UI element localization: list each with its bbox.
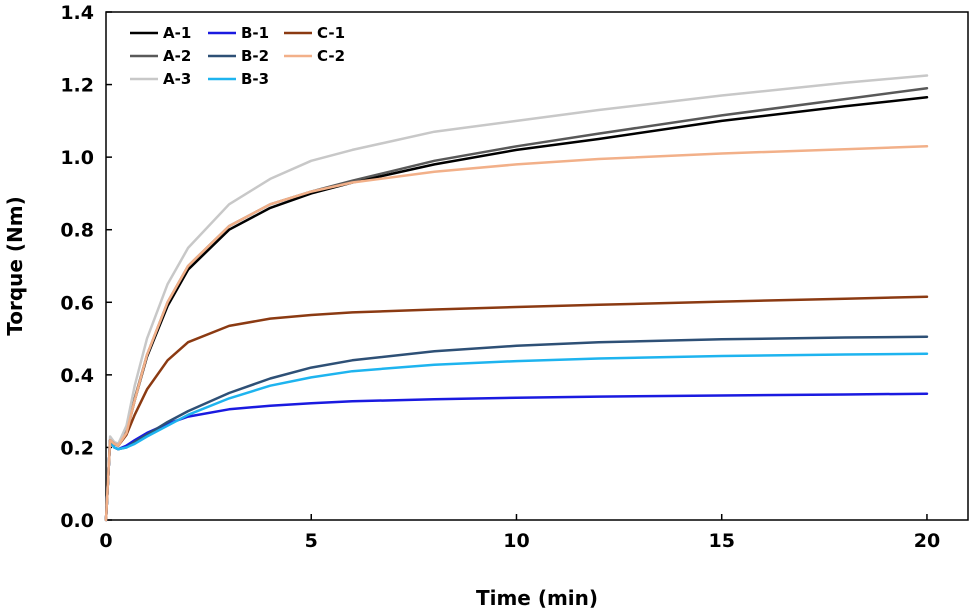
series-line-b-3 bbox=[104, 352, 929, 522]
series-line-a-1 bbox=[104, 96, 929, 522]
x-tick-label: 10 bbox=[503, 530, 529, 552]
series-line-a-3 bbox=[104, 74, 929, 522]
legend-label-a-3: A-3 bbox=[163, 70, 191, 88]
y-tick-label: 0.4 bbox=[60, 365, 94, 387]
x-tick-label: 20 bbox=[914, 530, 940, 552]
x-axis-title: Time (min) bbox=[476, 586, 598, 610]
y-tick-label: 1.4 bbox=[60, 2, 94, 24]
legend-label-b-2: B-2 bbox=[241, 47, 269, 65]
y-axis-title: Torque (Nm) bbox=[3, 196, 27, 336]
legend-label-a-1: A-1 bbox=[163, 24, 191, 42]
legend-label-a-2: A-2 bbox=[163, 47, 191, 65]
x-axis: 0 5 10 15 20 bbox=[99, 514, 940, 552]
legend-label-c-1: C-1 bbox=[317, 24, 345, 42]
legend-label-b-1: B-1 bbox=[241, 24, 269, 42]
series-line-b-1 bbox=[104, 392, 929, 522]
legend: A-1 B-1 C-1 A-2 B-2 C-2 A-3 B-3 bbox=[130, 24, 345, 88]
series-line-c-2 bbox=[104, 145, 929, 522]
x-tick-label: 0 bbox=[99, 530, 112, 552]
legend-label-c-2: C-2 bbox=[317, 47, 345, 65]
y-tick-label: 0.2 bbox=[60, 437, 94, 459]
y-tick-label: 0.8 bbox=[60, 220, 94, 242]
plot-frame bbox=[105, 11, 969, 521]
series-line-b-2 bbox=[104, 335, 929, 522]
series-lines bbox=[104, 74, 929, 522]
y-tick-label: 0.6 bbox=[60, 292, 94, 314]
y-tick-label: 1.2 bbox=[60, 75, 94, 97]
y-tick-label: 0.0 bbox=[60, 510, 94, 532]
x-tick-label: 15 bbox=[708, 530, 734, 552]
x-tick-label: 5 bbox=[305, 530, 318, 552]
y-tick-label: 1.0 bbox=[60, 147, 94, 169]
y-axis: 0.0 0.2 0.4 0.6 0.8 1.0 1.2 1.4 bbox=[60, 2, 112, 532]
legend-label-b-3: B-3 bbox=[241, 70, 269, 88]
series-line-a-2 bbox=[104, 86, 929, 522]
